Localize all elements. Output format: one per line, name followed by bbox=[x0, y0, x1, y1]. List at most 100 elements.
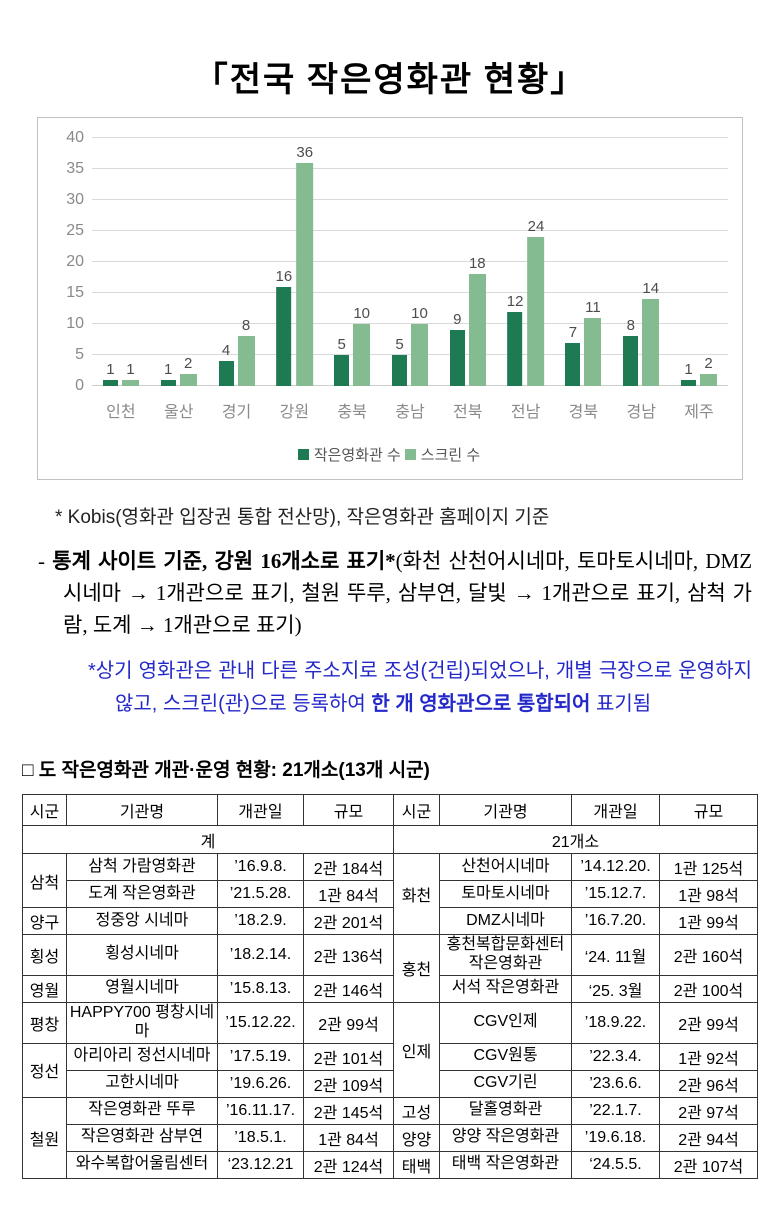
table-cell-name: 정중앙 시네마 bbox=[66, 907, 218, 935]
bar-unit: 2 bbox=[179, 354, 197, 386]
table-cell-open-date: ’17.5.19. bbox=[217, 1042, 304, 1071]
table-cell-size: 2관 100석 bbox=[659, 974, 758, 1003]
bar-unit: 1 bbox=[681, 360, 697, 386]
gridline bbox=[92, 292, 728, 293]
bar-value-label: 14 bbox=[642, 280, 660, 298]
table-cell-size: 2관 99석 bbox=[659, 1001, 758, 1044]
bar-screen-count bbox=[642, 299, 660, 386]
x-axis-label: 충남 bbox=[395, 404, 425, 421]
table-row: 도계 작은영화관 ’21.5.28. 1관 84석 토마토시네마 ’15.12.7. 1관… bbox=[23, 880, 758, 908]
x-axis-label: 인천 bbox=[106, 404, 136, 421]
bar-value-label: 5 bbox=[337, 336, 346, 353]
bar-small-cinema-count bbox=[507, 311, 523, 386]
bar-unit: 4 bbox=[218, 343, 234, 386]
bar-value-label: 11 bbox=[585, 298, 601, 316]
table-cell-name: CGV인제 bbox=[439, 1001, 572, 1044]
table-cell-name: 횡성시네마 bbox=[66, 934, 218, 976]
table-cell-size: 2관 201석 bbox=[303, 907, 394, 935]
bar-small-cinema-count bbox=[623, 336, 639, 386]
table-cell-size: 2관 136석 bbox=[303, 934, 394, 976]
bar-group: 5 10 bbox=[392, 306, 428, 386]
table-cell-open-date: ’15.12.7. bbox=[571, 880, 660, 908]
bar-screen-count bbox=[700, 373, 718, 386]
bar-value-label: 2 bbox=[184, 354, 193, 372]
table-cell-size: 2관 99석 bbox=[303, 1001, 394, 1044]
table-cell-open-date: ‘24. 11월 bbox=[571, 934, 660, 976]
bar-value-label: 5 bbox=[395, 336, 404, 353]
table-row: 와수복합어울림센터 ‘23.12.21 2관 124석 태백 태백 작은영화관 ‘24.5… bbox=[23, 1150, 758, 1179]
table-header-cell: 기관명 bbox=[439, 794, 572, 826]
bar-screen-count bbox=[179, 373, 197, 386]
table-cell-open-date: ’23.6.6. bbox=[571, 1069, 660, 1098]
y-axis: 0 5 10 15 20 25 30 35 40 bbox=[50, 130, 92, 394]
bar-unit: 9 bbox=[449, 312, 465, 386]
table-cell-name: CGV기린 bbox=[439, 1069, 572, 1098]
table-cell-open-date: ’19.6.26. bbox=[217, 1069, 304, 1098]
table-cell-open-date: ’18.2.9. bbox=[217, 907, 304, 935]
bar-group: 7 11 bbox=[565, 298, 602, 386]
x-axis-label: 경남 bbox=[626, 404, 656, 421]
x-axis-label: 전남 bbox=[510, 404, 541, 421]
bar-unit: 8 bbox=[237, 317, 255, 386]
bar-value-label: 8 bbox=[626, 317, 635, 335]
table-cell-size: 2관 109석 bbox=[303, 1069, 394, 1098]
table-header-cell: 개관일 bbox=[217, 794, 304, 826]
stat-note: - 통계 사이트 기준, 강원 16개소로 표기*(화천 산천어시네마, 토마토… bbox=[38, 545, 752, 641]
remark-note: *상기 영화관은 관내 다른 주소지로 조성(건립)되었으나, 개별 극장으로 … bbox=[88, 655, 752, 721]
table-cell-name: 토마토시네마 bbox=[439, 880, 572, 908]
table-cell-open-date: ’18.2.14. bbox=[217, 934, 304, 976]
table-cell-size: 2관 107석 bbox=[659, 1150, 758, 1179]
bar-unit: 1 bbox=[121, 362, 139, 386]
bar-unit: 18 bbox=[468, 256, 486, 386]
bar-unit: 10 bbox=[353, 306, 371, 386]
table-row: 영월 영월시네마 ’15.8.13. 2관 146석 서석 작은영화관 ‘25. 3월 2관… bbox=[22, 974, 758, 1003]
table-cell-open-date: ’15.8.13. bbox=[217, 974, 304, 1003]
table-cell-open-date: ’15.12.22. bbox=[217, 1001, 304, 1044]
table-cell-size: 1관 125석 bbox=[659, 853, 758, 881]
remark-text-2: 표기됨 bbox=[590, 693, 652, 715]
bar-group: 8 14 bbox=[623, 280, 660, 386]
table-cell-open-date: ’16.9.8. bbox=[217, 853, 304, 881]
bar-small-cinema-count bbox=[102, 379, 118, 386]
bar-value-label: 1 bbox=[106, 360, 115, 378]
document-page: 「전국 작은영화관 현황」 0 5 10 15 20 25 30 35 40 1 1 1 2 4 8 16 3… bbox=[0, 52, 780, 1205]
table-cell-open-date: ’16.11.17. bbox=[217, 1096, 304, 1125]
legend-square-icon bbox=[404, 449, 416, 460]
table-row: 평창 HAPPY700 평창시네마 ’15.12.22. 2관 99석 인제 CGV인제’… bbox=[22, 1001, 758, 1098]
table-cell-sigun: 홍천 bbox=[393, 934, 440, 1003]
table-cell-open-date: ’22.3.4. bbox=[571, 1042, 660, 1071]
x-axis-label: 전북 bbox=[453, 404, 483, 421]
bar-chart: 0 5 10 15 20 25 30 35 40 1 1 1 2 4 8 16 36 5 10 5 10 9 18 12 24… bbox=[37, 117, 743, 480]
bar-small-cinema-count bbox=[449, 330, 465, 386]
bar-screen-count bbox=[584, 317, 602, 386]
table-cell-name: 산천어시네마 bbox=[439, 853, 572, 881]
table-cell-sigun: 인제 bbox=[393, 1001, 440, 1098]
bar-group: 5 10 bbox=[334, 306, 371, 386]
table-cell-size: 1관 84석 bbox=[303, 880, 394, 908]
table-cell-size: 2관 160석 bbox=[659, 934, 758, 976]
table-row: 정선 아리아리 정선시네마 ’17.5.19. 2관 101석 CGV원통 ’22.3.4… bbox=[22, 1042, 758, 1098]
table-summary-cell: 21개소 bbox=[393, 825, 758, 854]
bar-value-label: 1 bbox=[684, 360, 693, 378]
table-row: 철원 작은영화관 뚜루 ’16.11.17. 2관 145석 고성 달홀영화관 ’22.1.… bbox=[22, 1096, 758, 1179]
bar-unit: 5 bbox=[334, 336, 350, 386]
table-cell-sigun: 평창 bbox=[22, 1001, 67, 1044]
bar-value-label: 8 bbox=[241, 317, 251, 335]
table-cell-open-date: ‘24.5.5. bbox=[571, 1150, 660, 1179]
bar-value-label: 1 bbox=[164, 360, 173, 378]
table-cell-sigun: 철원 bbox=[22, 1096, 67, 1179]
bar-value-label: 16 bbox=[275, 267, 293, 285]
table-cell-name: 작은영화관 뚜루 bbox=[66, 1096, 218, 1125]
table-cell-open-date: ‘25. 3월 bbox=[571, 974, 660, 1003]
bar-value-label: 10 bbox=[411, 305, 428, 322]
gridline bbox=[92, 137, 728, 138]
bar-screen-count bbox=[237, 336, 255, 386]
table-cell-sigun: 삼척 bbox=[22, 853, 67, 908]
table-cell-sigun: 양구 bbox=[22, 907, 67, 935]
gridline bbox=[92, 230, 728, 231]
table-cell-name: 아리아리 정선시네마 bbox=[66, 1042, 218, 1071]
bar-value-label: 36 bbox=[296, 143, 314, 161]
y-axis-tick: 5 bbox=[75, 346, 84, 363]
table-cell-name: 달홀영화관 bbox=[439, 1096, 572, 1125]
stat-note-bold: 통계 사이트 기준, 강원 16개소로 표기* bbox=[52, 549, 396, 573]
